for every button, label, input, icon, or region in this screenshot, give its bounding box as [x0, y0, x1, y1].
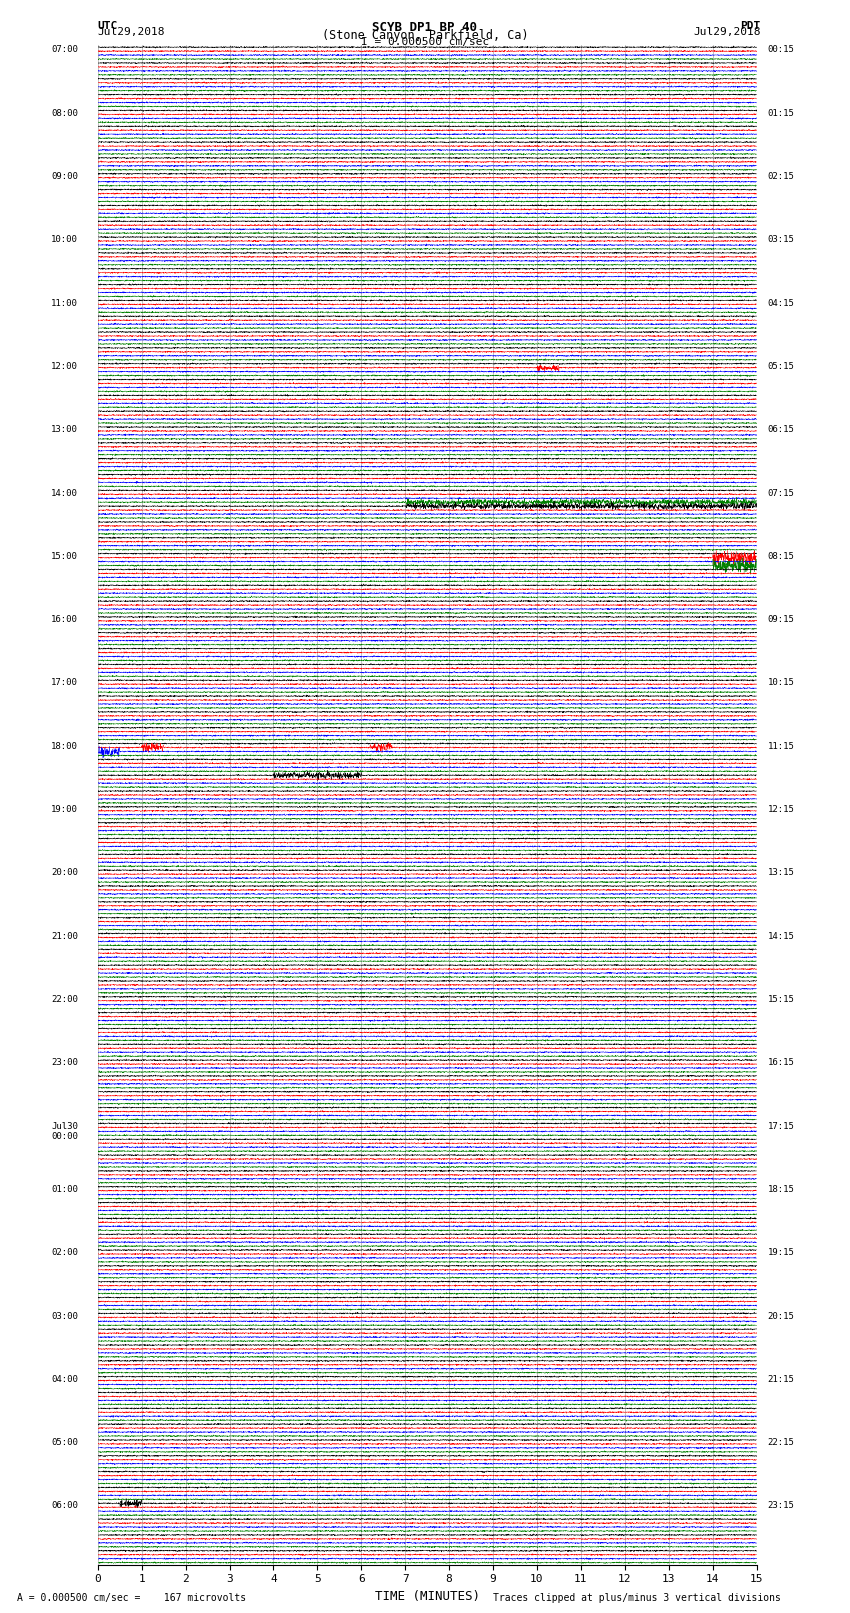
- Text: 12:00: 12:00: [51, 361, 78, 371]
- Text: 07:00: 07:00: [51, 45, 78, 55]
- Text: 05:00: 05:00: [51, 1439, 78, 1447]
- Text: UTC: UTC: [98, 21, 118, 31]
- Text: 20:00: 20:00: [51, 868, 78, 877]
- Text: 17:15: 17:15: [768, 1121, 795, 1131]
- Text: 19:00: 19:00: [51, 805, 78, 815]
- Text: SCYB DP1 BP 40: SCYB DP1 BP 40: [372, 21, 478, 34]
- Text: 20:15: 20:15: [768, 1311, 795, 1321]
- Text: 19:15: 19:15: [768, 1248, 795, 1257]
- Text: 09:15: 09:15: [768, 615, 795, 624]
- Text: 05:15: 05:15: [768, 361, 795, 371]
- Text: 23:00: 23:00: [51, 1058, 78, 1068]
- Text: 03:00: 03:00: [51, 1311, 78, 1321]
- Text: 04:00: 04:00: [51, 1374, 78, 1384]
- Text: 13:15: 13:15: [768, 868, 795, 877]
- Text: 22:00: 22:00: [51, 995, 78, 1003]
- Text: 02:00: 02:00: [51, 1248, 78, 1257]
- Text: 03:15: 03:15: [768, 235, 795, 244]
- Text: 11:00: 11:00: [51, 298, 78, 308]
- Text: 13:00: 13:00: [51, 426, 78, 434]
- Text: 11:15: 11:15: [768, 742, 795, 750]
- Text: 09:00: 09:00: [51, 173, 78, 181]
- Text: 15:00: 15:00: [51, 552, 78, 561]
- Text: Jul29,2018: Jul29,2018: [98, 27, 165, 37]
- Text: 08:00: 08:00: [51, 108, 78, 118]
- Text: 21:15: 21:15: [768, 1374, 795, 1384]
- Text: 07:15: 07:15: [768, 489, 795, 497]
- Text: 00:15: 00:15: [768, 45, 795, 55]
- Text: 04:15: 04:15: [768, 298, 795, 308]
- Text: 17:00: 17:00: [51, 679, 78, 687]
- Text: 12:15: 12:15: [768, 805, 795, 815]
- Text: Jul30
00:00: Jul30 00:00: [51, 1121, 78, 1140]
- Text: 01:00: 01:00: [51, 1186, 78, 1194]
- Text: 10:00: 10:00: [51, 235, 78, 244]
- Text: (Stone Canyon, Parkfield, Ca): (Stone Canyon, Parkfield, Ca): [321, 29, 529, 42]
- Text: 18:15: 18:15: [768, 1186, 795, 1194]
- Text: 16:00: 16:00: [51, 615, 78, 624]
- Text: Jul29,2018: Jul29,2018: [694, 27, 761, 37]
- Text: 06:00: 06:00: [51, 1502, 78, 1510]
- Text: 14:00: 14:00: [51, 489, 78, 497]
- Text: 22:15: 22:15: [768, 1439, 795, 1447]
- Text: 14:15: 14:15: [768, 932, 795, 940]
- X-axis label: TIME (MINUTES): TIME (MINUTES): [375, 1590, 479, 1603]
- Text: A = 0.000500 cm/sec =    167 microvolts: A = 0.000500 cm/sec = 167 microvolts: [17, 1594, 246, 1603]
- Text: 06:15: 06:15: [768, 426, 795, 434]
- Text: Traces clipped at plus/minus 3 vertical divisions: Traces clipped at plus/minus 3 vertical …: [493, 1594, 781, 1603]
- Text: 15:15: 15:15: [768, 995, 795, 1003]
- Text: I = 0.000500 cm/sec: I = 0.000500 cm/sec: [361, 37, 489, 47]
- Text: 16:15: 16:15: [768, 1058, 795, 1068]
- Text: 18:00: 18:00: [51, 742, 78, 750]
- Text: PDT: PDT: [740, 21, 761, 31]
- Text: 10:15: 10:15: [768, 679, 795, 687]
- Text: 21:00: 21:00: [51, 932, 78, 940]
- Text: 01:15: 01:15: [768, 108, 795, 118]
- Text: 02:15: 02:15: [768, 173, 795, 181]
- Text: 23:15: 23:15: [768, 1502, 795, 1510]
- Text: 08:15: 08:15: [768, 552, 795, 561]
